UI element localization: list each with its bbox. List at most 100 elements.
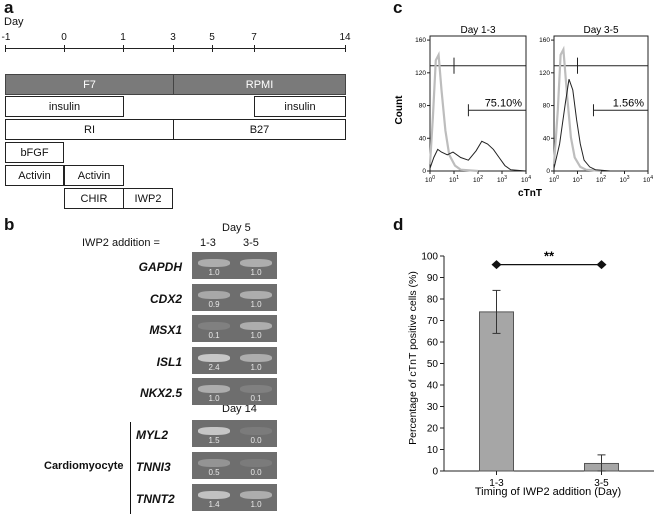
bar — [479, 311, 514, 472]
media-rpmi-box: RPMI — [173, 74, 346, 95]
insulin-early-label: insulin — [48, 100, 81, 113]
band-quantity: 1.0 — [250, 331, 262, 340]
gene-label-tnni3: TNNI3 — [136, 460, 171, 474]
y-tick-label: 40 — [419, 135, 427, 142]
y-tick-label: 50 — [427, 359, 439, 370]
significance-label: ** — [544, 249, 555, 264]
activin-1-box: Activin — [5, 165, 64, 186]
timeline-axis — [5, 48, 346, 49]
gel-band — [240, 354, 272, 362]
panel-b-letter: b — [4, 215, 15, 234]
insulin-late-box: insulin — [254, 96, 346, 117]
gel-band — [240, 459, 272, 467]
band-quantity: 1.0 — [250, 268, 262, 277]
ctnt-axis-label: cTnT — [518, 188, 542, 199]
band-quantity: 0.1 — [250, 394, 262, 403]
gel-band — [198, 491, 230, 499]
activin-2-box: Activin — [64, 165, 124, 186]
y-tick-label: 70 — [427, 316, 439, 327]
iwp2-addition-label: IWP2 addition = — [82, 237, 160, 249]
band-quantity: 0.9 — [208, 300, 220, 309]
tick-label: 7 — [251, 32, 257, 43]
y-tick-label: 160 — [415, 37, 426, 44]
activin-1-label: Activin — [18, 169, 51, 182]
gel-band — [198, 427, 230, 435]
plot-title: Day 3-5 — [583, 25, 618, 36]
x-tick-label: 100 — [549, 175, 559, 184]
gel-band — [198, 259, 230, 267]
y-tick-label: 0 — [422, 168, 426, 175]
bar-chart-body: 0 10 20 30 40 50 60 70 80 90 100 1-3 3-5 ** — [421, 249, 654, 489]
panel-d-letter: d — [393, 215, 404, 234]
col-1-3-label: 1-3 — [200, 237, 216, 249]
y-tick-label: 80 — [419, 103, 427, 110]
percentage-day-3-5: 1.56% — [613, 97, 644, 109]
bar-chart-xlabel: Timing of IWP2 addition (Day) — [475, 486, 621, 498]
gel-image: 1.4 1.0 — [192, 484, 277, 511]
band-quantity: 1.0 — [250, 363, 262, 372]
band-quantity: 2.4 — [208, 363, 220, 372]
tick-label: 14 — [339, 32, 351, 43]
control-histogram — [552, 45, 602, 173]
gel-band — [240, 259, 272, 267]
bfgf-box: bFGF — [5, 142, 64, 163]
band-quantity: 1.0 — [208, 268, 220, 277]
band-quantity: 0.0 — [250, 436, 262, 445]
y-tick-label: 20 — [427, 424, 439, 435]
cardiomyocyte-bracket — [130, 422, 131, 514]
media-f7-box: F7 — [5, 74, 174, 95]
gel-band — [240, 427, 272, 435]
insulin-early-box: insulin — [5, 96, 124, 117]
x-tick-label: 100 — [425, 175, 435, 184]
insulin-late-label: insulin — [284, 100, 316, 113]
gel-band — [198, 322, 230, 330]
gel-band — [240, 385, 272, 393]
gel-image: 1.0 1.0 — [192, 252, 277, 279]
chir-label: CHIR — [80, 192, 108, 205]
y-tick-label: 40 — [427, 381, 439, 392]
b27-label: B27 — [249, 123, 270, 136]
y-tick-label: 90 — [427, 273, 439, 284]
gel-image: 0.5 0.0 — [192, 452, 277, 479]
x-tick-label: 101 — [449, 175, 459, 184]
x-tick-label: 3-5 — [594, 478, 609, 489]
cardiomyocyte-label: Cardiomyocyte — [44, 460, 124, 472]
histogram-day-1-3: Day 1-3 0 40 80 120 160 100 101 102 103 104 75.10% — [415, 25, 531, 184]
gene-label-isl1: ISL1 — [156, 355, 182, 369]
gene-label-tnnt2: TNNT2 — [136, 492, 175, 506]
tick-label: 3 — [170, 32, 176, 43]
x-tick-label: 103 — [497, 175, 507, 184]
gel-band — [198, 291, 230, 299]
x-tick-label: 1-3 — [489, 478, 504, 489]
ri-label: RI — [84, 123, 95, 136]
ctnt-bar-chart: Percentage of cTnT positive cells (%) Ti… — [407, 249, 654, 498]
x-tick-label: 104 — [521, 175, 531, 184]
tick-label: 1 — [120, 32, 126, 43]
count-axis-label: Count — [394, 95, 405, 125]
activin-2-label: Activin — [77, 169, 111, 182]
y-tick-label: 10 — [427, 445, 439, 456]
band-quantity: 1.0 — [250, 500, 262, 509]
ri-box: RI — [5, 119, 174, 140]
gene-label-nkx25: NKX2.5 — [139, 386, 182, 400]
y-tick-label: 60 — [427, 338, 439, 349]
gel-image: 0.9 1.0 — [192, 284, 277, 311]
y-tick-label: 80 — [427, 295, 439, 306]
plot-title: Day 1-3 — [460, 25, 495, 36]
y-tick-label: 160 — [539, 37, 550, 44]
y-tick-label: 120 — [415, 70, 426, 77]
gel-band — [198, 385, 230, 393]
band-quantity: 1.5 — [208, 436, 220, 445]
bar-chart-ylabel: Percentage of cTnT positive cells (%) — [407, 271, 419, 445]
y-tick-label: 0 — [432, 467, 438, 478]
gel-band — [198, 354, 230, 362]
y-tick-label: 30 — [427, 402, 439, 413]
band-quantity: 1.4 — [208, 500, 220, 509]
gel-band — [240, 322, 272, 330]
y-tick-label: 120 — [539, 70, 550, 77]
x-tick-label: 103 — [619, 175, 629, 184]
gene-label-msx1: MSX1 — [149, 323, 182, 337]
band-quantity: 0.1 — [208, 331, 220, 340]
tick-label: 5 — [209, 32, 215, 43]
percentage-day-1-3: 75.10% — [485, 97, 523, 109]
